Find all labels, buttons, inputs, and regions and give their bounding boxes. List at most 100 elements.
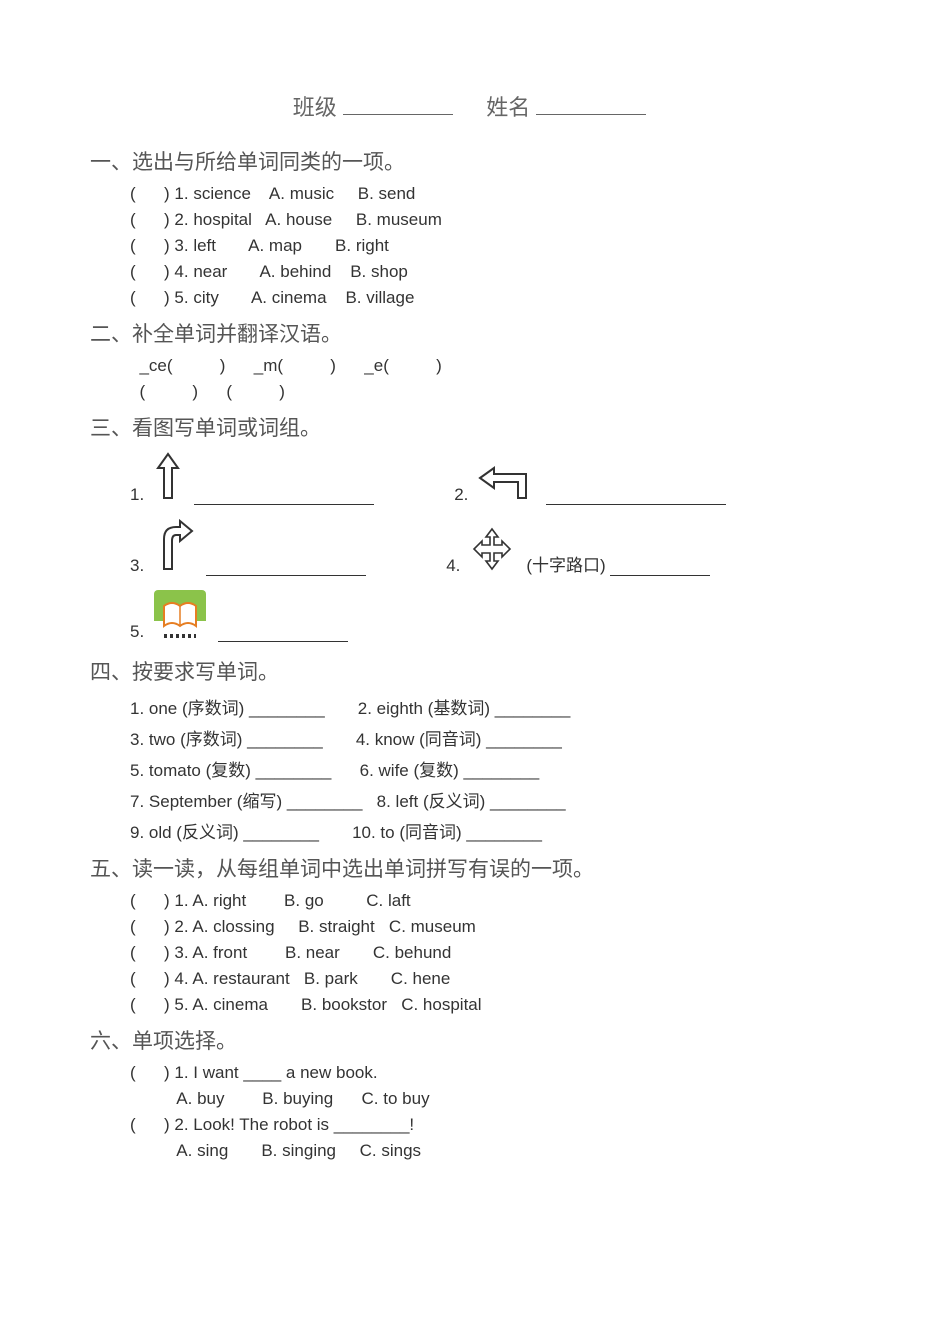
s3-row-3: 5.: [130, 590, 855, 642]
s5-b2: B. straight: [298, 917, 375, 936]
section-5-title: 五、读一读，从每组单词中选出单词拼写有误的一项。: [90, 853, 855, 883]
s3-item-1: 1.: [130, 452, 374, 505]
s2-2a: ( ): [139, 382, 198, 401]
s5-c4: C. hene: [391, 969, 451, 988]
section-6-title: 六、单项选择。: [90, 1025, 855, 1055]
s1-b4: B. shop: [350, 262, 408, 281]
s6-q2-b: B. singing: [261, 1141, 336, 1160]
s6-q1-opts: A. buy B. buying C. to buy: [130, 1089, 855, 1109]
s1-item-3: ( ) 3. left A. map B. right: [130, 236, 855, 256]
s3-item-4: 4. (十字路口): [446, 527, 710, 576]
crossroads-arrow-icon: [470, 527, 514, 576]
s2-line1: _ce( ) _m( ) _e( ): [130, 356, 855, 376]
s5-c2: C. museum: [389, 917, 476, 936]
class-blank[interactable]: [343, 92, 453, 115]
s6-q2-a: A. sing: [176, 1141, 228, 1160]
s3-blank-5[interactable]: [218, 624, 348, 642]
s3-n1: 1.: [130, 485, 144, 505]
s4-row-4: 7. September (缩写) ________ 8. left (反义词)…: [130, 787, 855, 812]
s5-item-2: ( ) 2. A. clossing B. straight C. museum: [130, 917, 855, 937]
s5-c5: C. hospital: [401, 995, 481, 1014]
s2-1a: _ce( ): [139, 356, 225, 375]
s2-2b: ( ): [226, 382, 285, 401]
s3-n5: 5.: [130, 622, 144, 642]
s5-a1: A. right: [192, 891, 246, 910]
s5-c1: C. laft: [366, 891, 410, 910]
s1-item-5: ( ) 5. city A. cinema B. village: [130, 288, 855, 308]
s1-b2: B. museum: [356, 210, 442, 229]
s5-item-1: ( ) 1. A. right B. go C. laft: [130, 891, 855, 911]
s1-w5: city: [193, 288, 219, 307]
s5-b1: B. go: [284, 891, 324, 910]
s3-blank-2[interactable]: [546, 487, 726, 505]
s2-1b: _m( ): [254, 356, 336, 375]
class-label: 班级: [293, 95, 337, 120]
s5-item-5: ( ) 5. A. cinema B. bookstor C. hospital: [130, 995, 855, 1015]
s3-blank-1[interactable]: [194, 487, 374, 505]
s4-5l: 9. old (反义词) ________: [130, 823, 319, 842]
s5-item-3: ( ) 3. A. front B. near C. behund: [130, 943, 855, 963]
s1-a4: A. behind: [259, 262, 331, 281]
s1-n3: 3: [174, 236, 183, 255]
s4-4l: 7. September (缩写) ________: [130, 792, 362, 811]
s3-item-2: 2.: [454, 464, 726, 505]
s5-b5: B. bookstor: [301, 995, 387, 1014]
s5-n2: 2: [174, 917, 183, 936]
s2-1c: _e( ): [364, 356, 441, 375]
s4-3l: 5. tomato (复数) ________: [130, 761, 331, 780]
s3-n4: 4.: [446, 556, 460, 576]
s4-2l: 3. two (序数词) ________: [130, 730, 323, 749]
s2-line2: ( ) ( ): [130, 382, 855, 402]
s1-n1: 1: [174, 184, 183, 203]
s1-a2: A. house: [265, 210, 332, 229]
s5-n4: 4: [174, 969, 183, 988]
name-label: 姓名: [486, 95, 530, 120]
section-2-title: 二、补全单词并翻译汉语。: [90, 318, 855, 348]
s1-w2: hospital: [193, 210, 252, 229]
s4-3r: 6. wife (复数) ________: [360, 761, 540, 780]
s5-a4: A. restaurant: [192, 969, 289, 988]
s5-a2: A. clossing: [192, 917, 274, 936]
up-arrow-icon: [154, 452, 182, 505]
header-line: 班级 姓名: [90, 90, 855, 122]
right-curve-arrow-icon: [154, 519, 194, 576]
name-blank[interactable]: [536, 92, 646, 115]
s1-n5: 5: [174, 288, 183, 307]
s4-row-2: 3. two (序数词) ________ 4. know (同音词) ____…: [130, 725, 855, 750]
section-1-title: 一、选出与所给单词同类的一项。: [90, 146, 855, 176]
s3-n3: 3.: [130, 556, 144, 576]
s6-q1-c: C. to buy: [362, 1089, 430, 1108]
s1-a3: A. map: [248, 236, 302, 255]
s6-q2-opts: A. sing B. singing C. sings: [130, 1141, 855, 1161]
s3-blank-4[interactable]: [610, 558, 710, 576]
s6-q1-stem: ( ) 1. I want ____ a new book.: [130, 1063, 855, 1083]
s1-a5: A. cinema: [251, 288, 327, 307]
s1-a1: A. music: [269, 184, 334, 203]
s3-row-1: 1. 2.: [130, 452, 855, 505]
s5-item-4: ( ) 4. A. restaurant B. park C. hene: [130, 969, 855, 989]
s3-blank-3[interactable]: [206, 558, 366, 576]
s1-w4: near: [193, 262, 227, 281]
section-4-title: 四、按要求写单词。: [90, 656, 855, 686]
s5-n5: 5: [174, 995, 183, 1014]
s1-b5: B. village: [345, 288, 414, 307]
s4-row-3: 5. tomato (复数) ________ 6. wife (复数) ___…: [130, 756, 855, 781]
s5-c3: C. behund: [373, 943, 451, 962]
s5-n1: 1: [174, 891, 183, 910]
s1-b3: B. right: [335, 236, 389, 255]
s4-4r: 8. left (反义词) ________: [377, 792, 566, 811]
s4-5r: 10. to (同音词) ________: [352, 823, 542, 842]
s5-a3: A. front: [192, 943, 247, 962]
s1-item-2: ( ) 2. hospital A. house B. museum: [130, 210, 855, 230]
s3-hint-4: (十字路口): [526, 551, 605, 576]
s5-b4: B. park: [304, 969, 358, 988]
s4-1l: 1. one (序数词) ________: [130, 699, 325, 718]
s1-w3: left: [193, 236, 216, 255]
bookstore-icon: [154, 590, 206, 642]
s4-1r: 2. eighth (基数词) ________: [358, 699, 571, 718]
s3-row-2: 3. 4. (十字路口): [130, 519, 855, 576]
s1-b1: B. send: [358, 184, 416, 203]
s5-b3: B. near: [285, 943, 340, 962]
s4-row-1: 1. one (序数词) ________ 2. eighth (基数词) __…: [130, 694, 855, 719]
s3-n2: 2.: [454, 485, 468, 505]
